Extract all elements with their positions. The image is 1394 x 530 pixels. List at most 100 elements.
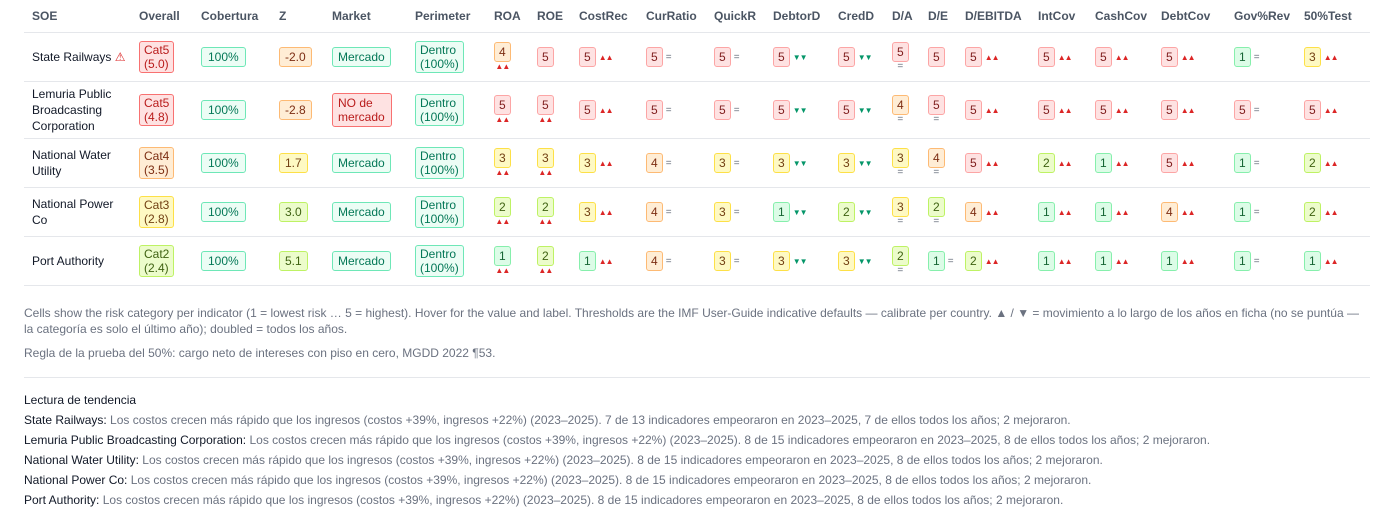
risk-chip[interactable]: 4 [494,42,511,62]
risk-chip[interactable]: 4 [965,202,982,222]
risk-chip[interactable]: 3 [714,202,731,222]
risk-chip[interactable]: 2 [1304,153,1321,173]
risk-chip[interactable]: 1 [773,202,790,222]
cobertura-chip[interactable]: 100% [201,47,246,67]
risk-chip[interactable]: 3 [838,153,855,173]
risk-chip[interactable]: 4 [892,95,909,115]
overall-chip[interactable]: Cat4 (3.5) [139,147,175,179]
risk-chip[interactable]: 1 [1038,202,1055,222]
risk-chip[interactable]: 2 [838,202,855,222]
column-header[interactable]: SOE [24,0,131,33]
cobertura-chip[interactable]: 100% [201,153,246,173]
risk-chip[interactable]: 1 [1304,251,1321,271]
column-header[interactable]: Cobertura [193,0,271,33]
risk-chip[interactable]: 3 [838,251,855,271]
cobertura-chip[interactable]: 100% [201,202,246,222]
risk-chip[interactable]: 5 [838,47,855,67]
risk-chip[interactable]: 1 [1095,202,1112,222]
risk-chip[interactable]: 3 [773,251,790,271]
risk-chip[interactable]: 1 [494,246,511,266]
risk-chip[interactable]: 1 [928,251,945,271]
risk-chip[interactable]: 1 [579,251,596,271]
risk-chip[interactable]: 5 [1038,47,1055,67]
risk-chip[interactable]: 5 [494,95,511,115]
column-header[interactable]: CostRec [571,0,638,33]
z-chip[interactable]: 5.1 [279,251,308,271]
overall-chip[interactable]: Cat5 (5.0) [139,41,175,73]
risk-chip[interactable]: 4 [646,153,663,173]
risk-chip[interactable]: 5 [928,95,945,115]
risk-chip[interactable]: 3 [537,148,554,168]
risk-chip[interactable]: 1 [1095,251,1112,271]
risk-chip[interactable]: 1 [1234,202,1251,222]
risk-chip[interactable]: 4 [928,148,945,168]
risk-chip[interactable]: 5 [537,95,554,115]
column-header[interactable]: IntCov [1030,0,1087,33]
risk-chip[interactable]: 5 [1095,100,1112,120]
column-header[interactable]: D/EBITDA [957,0,1030,33]
risk-chip[interactable]: 3 [892,197,909,217]
column-header[interactable]: CurRatio [638,0,706,33]
risk-chip[interactable]: 1 [1234,153,1251,173]
risk-chip[interactable]: 3 [579,202,596,222]
risk-chip[interactable]: 5 [1161,153,1178,173]
column-header[interactable]: DebtorD [765,0,830,33]
risk-chip[interactable]: 5 [838,100,855,120]
risk-chip[interactable]: 3 [579,153,596,173]
risk-chip[interactable]: 5 [646,100,663,120]
market-chip[interactable]: Mercado [332,153,391,173]
column-header[interactable]: D/A [884,0,920,33]
risk-chip[interactable]: 5 [1304,100,1321,120]
column-header[interactable]: DebtCov [1153,0,1226,33]
risk-chip[interactable]: 3 [714,153,731,173]
column-header[interactable]: QuickR [706,0,765,33]
perimeter-chip[interactable]: Dentro (100%) [415,41,464,73]
z-chip[interactable]: -2.8 [279,100,312,120]
perimeter-chip[interactable]: Dentro (100%) [415,196,464,228]
risk-chip[interactable]: 2 [892,246,909,266]
risk-chip[interactable]: 2 [494,197,511,217]
risk-chip[interactable]: 1 [1095,153,1112,173]
risk-chip[interactable]: 5 [965,100,982,120]
risk-chip[interactable]: 5 [1234,100,1251,120]
risk-chip[interactable]: 3 [773,153,790,173]
perimeter-chip[interactable]: Dentro (100%) [415,94,464,126]
risk-chip[interactable]: 5 [579,100,596,120]
column-header[interactable]: Market [324,0,407,33]
risk-chip[interactable]: 2 [537,246,554,266]
risk-chip[interactable]: 5 [928,47,945,67]
overall-chip[interactable]: Cat3 (2.8) [139,196,175,228]
risk-chip[interactable]: 5 [773,47,790,67]
risk-chip[interactable]: 3 [714,251,731,271]
z-chip[interactable]: 1.7 [279,153,308,173]
risk-chip[interactable]: 5 [714,100,731,120]
risk-chip[interactable]: 1 [1234,251,1251,271]
risk-chip[interactable]: 2 [1038,153,1055,173]
risk-chip[interactable]: 5 [773,100,790,120]
risk-chip[interactable]: 5 [1038,100,1055,120]
risk-chip[interactable]: 5 [537,47,554,67]
risk-chip[interactable]: 5 [1095,47,1112,67]
risk-chip[interactable]: 1 [1038,251,1055,271]
column-header[interactable]: D/E [920,0,957,33]
column-header[interactable]: Z [271,0,324,33]
risk-chip[interactable]: 1 [1161,251,1178,271]
market-chip[interactable]: Mercado [332,202,391,222]
market-chip[interactable]: NO de mercado [332,93,392,127]
overall-chip[interactable]: Cat5 (4.8) [139,94,175,126]
risk-chip[interactable]: 5 [965,47,982,67]
risk-chip[interactable]: 4 [646,202,663,222]
risk-chip[interactable]: 5 [646,47,663,67]
z-chip[interactable]: 3.0 [279,202,308,222]
z-chip[interactable]: -2.0 [279,47,312,67]
column-header[interactable]: Overall [131,0,193,33]
column-header[interactable]: Perimeter [407,0,486,33]
risk-chip[interactable]: 5 [965,153,982,173]
column-header[interactable]: ROE [529,0,571,33]
cobertura-chip[interactable]: 100% [201,251,246,271]
risk-chip[interactable]: 5 [1161,47,1178,67]
column-header[interactable]: 50%Test [1296,0,1370,33]
risk-chip[interactable]: 3 [1304,47,1321,67]
column-header[interactable]: CashCov [1087,0,1153,33]
market-chip[interactable]: Mercado [332,47,391,67]
